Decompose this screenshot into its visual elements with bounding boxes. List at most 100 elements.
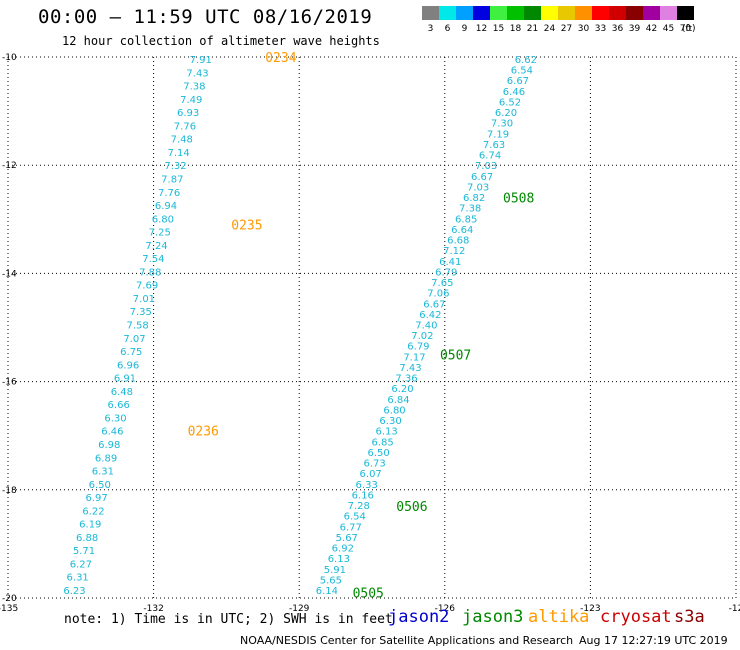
wave-height-value: 7.02 (411, 331, 433, 342)
legend-label: 27 (560, 24, 573, 34)
wave-height-value: 6.74 (479, 151, 501, 162)
legend-label: 6 (444, 24, 451, 34)
wave-height-value: 6.16 (352, 490, 374, 501)
legend-label: 9 (461, 24, 468, 34)
wave-height-value: 6.07 (360, 469, 382, 480)
wave-height-value: 7.40 (415, 321, 437, 332)
legend-swatch (558, 6, 575, 20)
wave-height-value: 6.23 (63, 586, 85, 597)
legend-label: 12 (475, 24, 488, 34)
pass-time-label: 0235 (231, 219, 262, 234)
wave-height-value: 6.13 (328, 554, 350, 565)
wave-height-value: 6.77 (340, 522, 362, 533)
wave-height-value: 7.03 (467, 182, 489, 193)
wave-height-value: 6.96 (117, 360, 139, 371)
wave-height-value: 7.69 (136, 281, 158, 292)
wave-height-value: 7.06 (427, 289, 449, 300)
legend-swatch (626, 6, 643, 20)
lat-tick-label: -18 (2, 486, 17, 496)
wave-height-value: 6.85 (455, 214, 477, 225)
lon-tick-label: -126 (435, 604, 456, 614)
legend-swatch (456, 6, 473, 20)
wave-height-value: 6.79 (435, 267, 457, 278)
legend-label: 33 (594, 24, 607, 34)
pass-time-label: 0234 (265, 51, 296, 66)
wave-height-value: 6.48 (111, 387, 133, 398)
wave-height-value: 6.13 (375, 427, 397, 438)
satellite-jason3-label: jason3 (462, 607, 524, 627)
wave-height-value: 6.20 (495, 108, 517, 119)
wave-height-value: 7.38 (183, 82, 205, 93)
satellite-cryosat-label: cryosat (600, 607, 672, 627)
wave-height-value: 6.20 (391, 384, 413, 395)
wave-height-value: 6.50 (89, 480, 111, 491)
wave-height-value: 6.67 (471, 172, 493, 183)
lon-tick-label: -132 (143, 604, 163, 614)
wave-height-value: 7.43 (399, 363, 421, 374)
lon-tick-label: -12 (729, 604, 740, 614)
lat-tick-label: -16 (2, 378, 17, 388)
wave-height-value: 6.62 (515, 55, 537, 66)
pass-time-label: 0505 (353, 587, 384, 602)
wave-height-value: 6.30 (104, 413, 126, 424)
legend-swatch (422, 6, 439, 20)
wave-height-value: 7.54 (142, 254, 164, 265)
wave-height-value: 7.07 (123, 334, 145, 345)
legend-swatch (643, 6, 660, 20)
wave-height-value: 6.33 (356, 480, 378, 491)
lon-tick-label: -123 (580, 604, 600, 614)
pass-time-label: 0507 (440, 349, 471, 364)
wave-height-value: 6.89 (95, 453, 117, 464)
legend-label: 45 (662, 24, 675, 34)
map-subtitle: 12 hour collection of altimeter wave hei… (62, 34, 380, 48)
legend-label: 18 (509, 24, 522, 34)
lon-tick-label: -129 (289, 604, 310, 614)
wave-height-value: 7.01 (133, 294, 155, 305)
wave-height-value: 6.64 (451, 225, 473, 236)
wave-height-value: 6.94 (155, 201, 177, 212)
wave-height-value: 7.25 (149, 228, 171, 239)
legend-label: 70 (679, 24, 692, 34)
pass-time-label: 0236 (188, 424, 219, 439)
legend-swatch (524, 6, 541, 20)
legend-swatch (575, 6, 592, 20)
wave-height-value: 6.50 (367, 448, 389, 459)
wave-height-value: 5.91 (324, 565, 346, 576)
lat-tick-label: -20 (2, 594, 17, 604)
wave-height-value: 7.35 (130, 307, 152, 318)
wave-height-value: 7.76 (158, 188, 180, 199)
legend-swatch (439, 6, 456, 20)
lat-tick-label: -12 (2, 161, 17, 171)
wave-height-value: 7.38 (459, 204, 481, 215)
legend-swatch (592, 6, 609, 20)
wave-height-value: 6.19 (79, 520, 101, 531)
wave-height-value: 7.14 (167, 148, 189, 159)
wave-height-value: 6.88 (76, 533, 98, 544)
wave-height-value: 6.31 (67, 573, 89, 584)
wave-height-value: 6.68 (447, 236, 469, 247)
lat-tick-label: -14 (2, 269, 17, 279)
wave-height-value: 7.28 (348, 501, 370, 512)
wave-height-value: 7.17 (403, 352, 425, 363)
wave-height-value: 7.30 (491, 119, 513, 130)
pass-time-label: 0508 (503, 192, 534, 207)
legend-swatch (490, 6, 507, 20)
legend-unit: (ft) (682, 24, 696, 34)
wave-height-value: 7.87 (161, 174, 183, 185)
wave-height-value: 6.80 (152, 214, 174, 225)
wave-height-value: 6.31 (92, 467, 114, 478)
wave-height-value: 7.63 (483, 140, 505, 151)
wave-height-value: 6.66 (108, 400, 130, 411)
legend-label: 15 (492, 24, 505, 34)
map-title: 00:00 – 11:59 UTC 08/16/2019 (38, 6, 373, 28)
wave-height-value: 6.22 (82, 506, 104, 517)
wave-height-value: 6.82 (463, 193, 485, 204)
legend-swatch (541, 6, 558, 20)
wave-height-value: 6.46 (101, 427, 123, 438)
satellite-s3a-label: s3a (674, 607, 705, 627)
wave-height-value: 6.27 (70, 559, 92, 570)
legend-label: 36 (611, 24, 624, 34)
wave-height-value: 6.67 (507, 76, 529, 87)
wave-height-value: 6.97 (85, 493, 107, 504)
legend-swatch (609, 6, 626, 20)
